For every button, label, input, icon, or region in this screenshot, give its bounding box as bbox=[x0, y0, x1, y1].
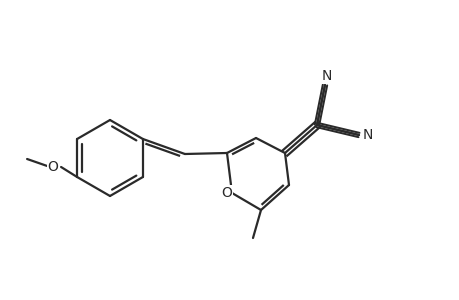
Text: O: O bbox=[221, 186, 232, 200]
Text: O: O bbox=[47, 160, 58, 174]
Text: N: N bbox=[362, 128, 372, 142]
Text: N: N bbox=[321, 69, 331, 83]
